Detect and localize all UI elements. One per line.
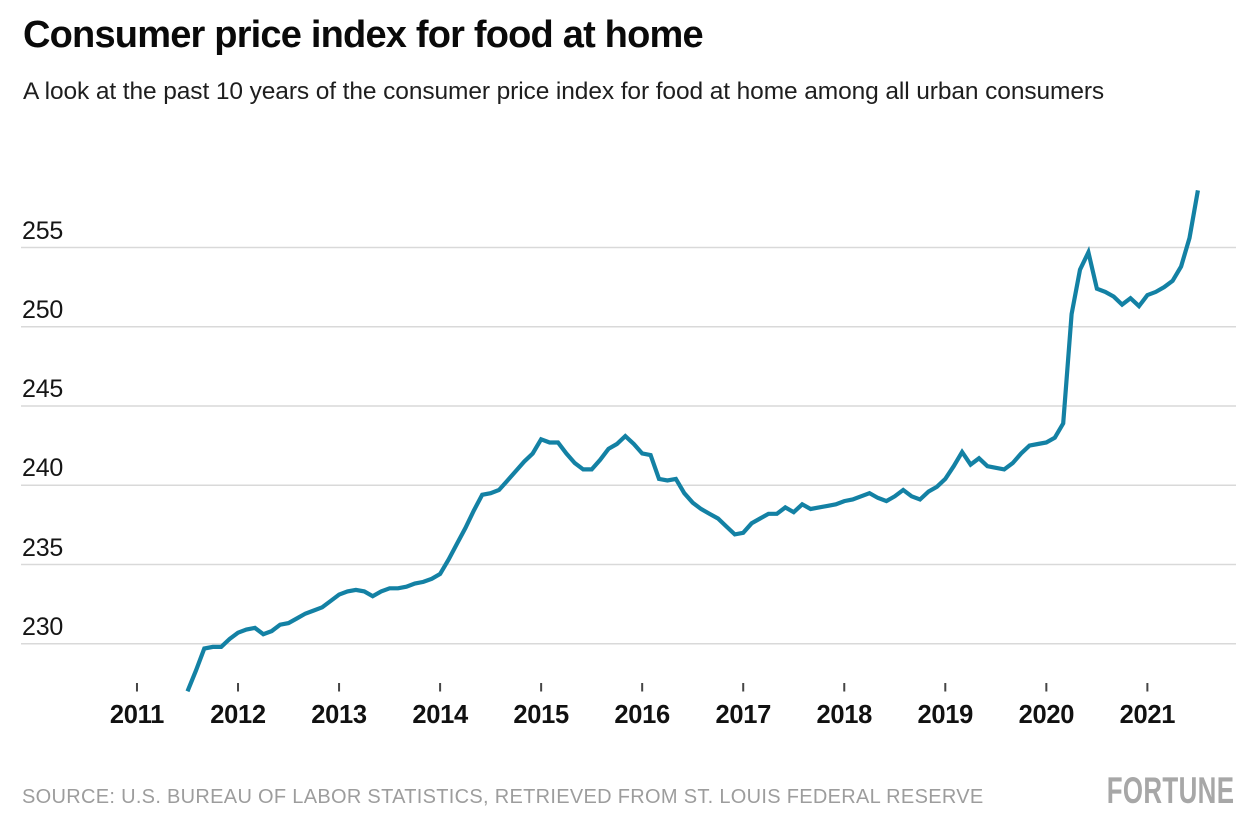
cpi-line: [185, 190, 1200, 693]
y-axis-label: 240: [22, 454, 64, 483]
y-axis-label: 255: [22, 216, 64, 245]
y-axis-label: 250: [22, 295, 64, 324]
line-chart: 255 250 245 240 235 230 2011 2012 2013 2014 2015 2…: [21, 190, 1236, 729]
x-axis-label: 2020: [1018, 701, 1075, 729]
chart-subtitle: A look at the past 10 years of the consu…: [23, 78, 1105, 105]
chart-title: Consumer price index for food at home: [23, 14, 704, 56]
source-note: SOURCE: U.S. BUREAU OF LABOR STATISTICS,…: [22, 786, 984, 808]
plot-canvas: [21, 190, 1236, 693]
x-axis-label: 2021: [1119, 701, 1176, 729]
fortune-logo: FORTUNE: [1106, 770, 1234, 811]
x-axis-label: 2014: [412, 701, 468, 729]
y-axis-label: 245: [22, 375, 64, 403]
x-axis-label: 2015: [513, 701, 569, 729]
x-axis-label: 2018: [816, 701, 873, 729]
x-axis-label: 2017: [715, 701, 771, 729]
x-axis-label: 2011: [109, 701, 165, 729]
y-axis-label: 235: [22, 533, 64, 562]
x-axis-label: 2019: [917, 701, 974, 729]
x-axis-label: 2016: [614, 701, 670, 729]
x-axis-label: 2012: [210, 701, 266, 729]
y-axis-label: 230: [22, 612, 64, 641]
x-axis-label: 2013: [311, 701, 367, 729]
